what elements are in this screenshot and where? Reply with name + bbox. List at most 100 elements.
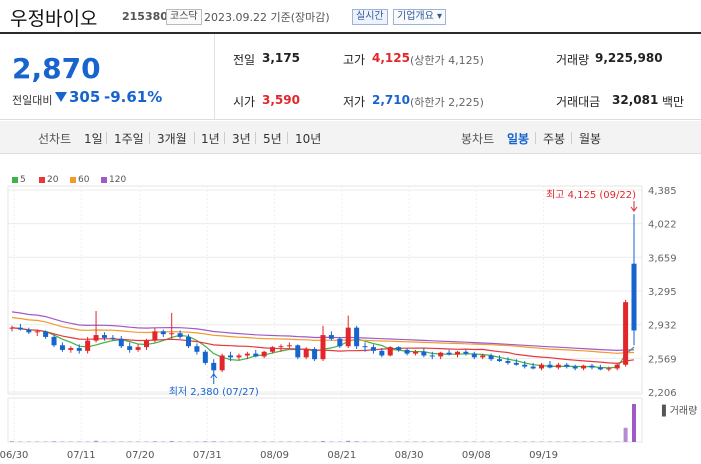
candle-body xyxy=(454,351,460,355)
x-tick-label: 08/09 xyxy=(260,450,289,461)
volume-bar xyxy=(10,441,14,442)
legend-ma60-swatch xyxy=(70,177,76,183)
x-tick-label: 07/11 xyxy=(67,450,96,461)
tab-3m[interactable]: 3개월 xyxy=(157,132,187,146)
change-label: 전일대비 xyxy=(12,94,53,107)
volume-bar xyxy=(321,441,325,442)
low-label: 저가 xyxy=(343,95,366,109)
low-arrow-icon xyxy=(210,373,218,384)
candle-body xyxy=(169,333,175,335)
x-tick-label: 07/20 xyxy=(126,450,155,461)
x-tick-label: 06/30 xyxy=(0,450,28,461)
change-value: 305 xyxy=(69,88,101,106)
company-info-button[interactable]: 기업개요 ▾ xyxy=(393,9,446,25)
candle-body xyxy=(177,333,183,337)
candle-body xyxy=(152,331,158,341)
candle-body xyxy=(17,327,23,330)
candle-body xyxy=(354,327,360,347)
prev-close-value: 3,175 xyxy=(262,51,300,65)
candle-body xyxy=(93,335,99,341)
legend-ma120: 120 xyxy=(109,175,127,185)
candle-body xyxy=(362,346,368,348)
high-arrow-icon xyxy=(630,201,638,212)
low-annotation: 최저 2,380 (07/27) xyxy=(169,386,259,398)
candle-body xyxy=(43,331,49,337)
amount-unit: 백만 xyxy=(662,95,685,109)
candle-body xyxy=(219,355,225,371)
candle-body xyxy=(429,355,435,357)
candle-body xyxy=(631,263,637,331)
tab-10y[interactable]: 10년 xyxy=(295,132,322,146)
tab-daily[interactable]: 일봉 xyxy=(507,132,530,146)
y-tick-label: 2,569 xyxy=(648,354,677,365)
candle-body xyxy=(101,335,107,338)
candle-body xyxy=(480,355,486,358)
candle-body xyxy=(118,338,124,347)
tab-monthly[interactable]: 월봉 xyxy=(579,132,602,146)
candle-body xyxy=(68,348,74,350)
volume-label: ▌거래량 xyxy=(661,404,697,417)
candle-body xyxy=(438,352,444,357)
tab-1y[interactable]: 1년 xyxy=(201,132,220,146)
candle-body xyxy=(597,367,603,370)
realtime-button[interactable]: 실시간 xyxy=(352,9,388,25)
candle-body xyxy=(143,340,149,348)
candle-body xyxy=(505,361,511,363)
y-tick-label: 3,659 xyxy=(648,253,677,264)
candle-body xyxy=(345,327,351,347)
candle-body xyxy=(328,335,334,339)
tab-3y[interactable]: 3년 xyxy=(232,132,251,146)
stock-header: 우정바이오 215380 코스닥 2023.09.22 기준(장마감) 실시간 … xyxy=(0,0,701,34)
y-tick-label: 2,206 xyxy=(648,388,677,399)
candle-body xyxy=(228,355,234,358)
candle-body xyxy=(412,351,418,354)
volume-label: 거래량 xyxy=(556,53,590,67)
candle-body xyxy=(76,348,82,351)
candle-body xyxy=(379,350,385,356)
volume-bar xyxy=(152,441,157,442)
volume-bar xyxy=(52,441,57,442)
candle-body xyxy=(286,345,292,347)
volume-bar xyxy=(169,441,174,442)
candle-body xyxy=(581,365,587,369)
high-value: 4,125 xyxy=(372,51,410,65)
candle-body xyxy=(110,337,116,339)
x-tick-label: 09/08 xyxy=(462,450,491,461)
tab-5y[interactable]: 5년 xyxy=(263,132,282,146)
candle-body xyxy=(606,368,612,370)
period-tabs: 선차트 1일 1주일 3개월 1년 3년 5년 10년 봉차트 일봉 주봉 월봉 xyxy=(0,121,701,154)
legend-ma5-swatch xyxy=(12,177,18,183)
candle-body xyxy=(211,362,217,371)
stock-code: 215380 xyxy=(122,10,168,23)
candle-body xyxy=(539,364,545,369)
candle-body xyxy=(488,355,494,360)
candle-body xyxy=(522,364,528,367)
x-tick-label: 09/19 xyxy=(529,450,558,461)
candle-body xyxy=(547,364,553,368)
candle-body xyxy=(9,327,15,329)
candle-body xyxy=(446,352,452,355)
candle-body xyxy=(295,345,301,358)
volume-value: 9,225,980 xyxy=(595,51,663,65)
volume-bar xyxy=(203,441,208,442)
candle-body xyxy=(127,346,133,350)
candle-body xyxy=(303,348,309,358)
tab-1w[interactable]: 1주일 xyxy=(114,132,144,146)
volume-frame xyxy=(7,397,643,443)
candle-body xyxy=(463,351,469,354)
candle-body xyxy=(26,329,32,333)
candle-body xyxy=(194,346,200,352)
prev-close-label: 전일 xyxy=(233,53,256,67)
amount-label: 거래대금 xyxy=(556,95,601,109)
y-tick-label: 4,385 xyxy=(648,186,677,197)
candle-body xyxy=(278,346,284,348)
quote-panel: 2,870 전일대비 305 -9.61% 전일 3,175 고가 4,125 … xyxy=(0,34,701,120)
candle-body xyxy=(396,347,402,350)
lower-limit-note: (하한가 2,225) xyxy=(410,96,484,109)
tab-1d[interactable]: 1일 xyxy=(84,132,103,146)
y-tick-label: 3,295 xyxy=(648,287,677,298)
volume-bar xyxy=(354,441,359,442)
stock-name: 우정바이오 xyxy=(10,8,98,30)
line-chart-label: 선차트 xyxy=(38,132,72,146)
tab-weekly[interactable]: 주봉 xyxy=(543,132,566,146)
